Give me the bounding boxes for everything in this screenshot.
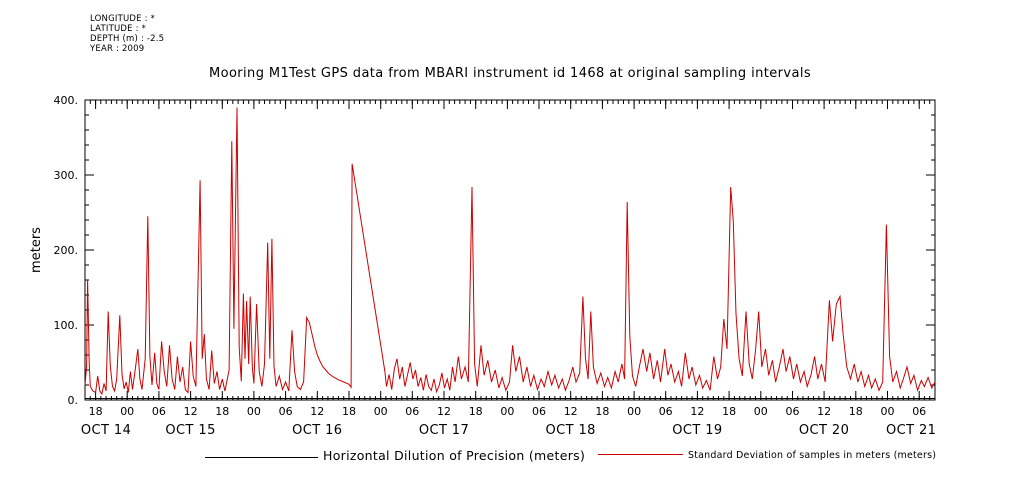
latitude-info: LATITUDE : * bbox=[90, 24, 147, 34]
hdop-legend-line bbox=[205, 457, 318, 458]
x-tick-label: 12 bbox=[690, 405, 704, 418]
y-tick-labels: 0. 100. 200. 300. 400. bbox=[54, 94, 79, 407]
x-tick-label: 18 bbox=[849, 405, 863, 418]
x-tick-label: 00 bbox=[881, 405, 895, 418]
x-tick-label: 06 bbox=[279, 405, 293, 418]
stddev-legend-line bbox=[598, 454, 683, 455]
x-tick-label: 12 bbox=[437, 405, 451, 418]
y-axis-label: meters bbox=[29, 227, 44, 273]
hdop-legend-label: Horizontal Dilution of Precision (meters… bbox=[323, 448, 586, 463]
y-tick-label: 200. bbox=[54, 244, 79, 257]
day-label: OCT 17 bbox=[419, 423, 469, 438]
y-tick-label: 300. bbox=[54, 169, 79, 182]
header-info-block: LONGITUDE : * LATITUDE : * DEPTH (m) : -… bbox=[90, 14, 164, 54]
y-tick-label: 0. bbox=[68, 394, 79, 407]
x-tick-label: 18 bbox=[215, 405, 229, 418]
x-tick-label: 00 bbox=[627, 405, 641, 418]
x-tick-label: 12 bbox=[310, 405, 324, 418]
y-tick-label: 100. bbox=[54, 319, 79, 332]
x-tick-label: 18 bbox=[469, 405, 483, 418]
x-tick-label: 06 bbox=[152, 405, 166, 418]
longitude-info: LONGITUDE : * bbox=[90, 14, 156, 24]
y-tick-label: 400. bbox=[54, 94, 79, 107]
x-tick-label: 12 bbox=[184, 405, 198, 418]
day-label: OCT 14 bbox=[81, 423, 131, 438]
x-tick-label: 00 bbox=[754, 405, 768, 418]
x-tick-label: 18 bbox=[89, 405, 103, 418]
day-label: OCT 21 bbox=[886, 423, 936, 438]
x-tick-label: 06 bbox=[405, 405, 419, 418]
x-tick-label: 00 bbox=[500, 405, 514, 418]
x-tick-label: 12 bbox=[564, 405, 578, 418]
x-tick-label: 18 bbox=[342, 405, 356, 418]
day-label: OCT 19 bbox=[672, 423, 722, 438]
day-label: OCT 20 bbox=[799, 423, 849, 438]
x-tick-label: 12 bbox=[817, 405, 831, 418]
x-day-labels: OCT 14 OCT 15 OCT 16 OCT 17 OCT 18 OCT 19 OCT … bbox=[81, 423, 936, 438]
x-tick-label: 18 bbox=[595, 405, 609, 418]
stddev-legend-label: Standard Deviation of samples in meters … bbox=[688, 450, 937, 461]
series-line-stddev bbox=[84, 107, 936, 396]
x-tick-label: 18 bbox=[722, 405, 736, 418]
x-tick-label: 00 bbox=[374, 405, 388, 418]
chart-title: Mooring M1Test GPS data from MBARI instr… bbox=[208, 66, 812, 81]
x-major-ticks bbox=[95, 100, 920, 400]
y-major-ticks bbox=[85, 99, 935, 401]
day-label: OCT 16 bbox=[292, 423, 342, 438]
x-tick-label: 00 bbox=[247, 405, 261, 418]
depth-info: DEPTH (m) : -2.5 bbox=[90, 34, 165, 44]
year-info: YEAR : 2009 bbox=[90, 44, 145, 54]
x-tick-labels: 18 00 06 12 18 00 06 12 18 00 06 12 18 00 06 12 18 00 06 12… bbox=[89, 405, 927, 418]
x-tick-label: 06 bbox=[532, 405, 546, 418]
day-label: OCT 18 bbox=[546, 423, 596, 438]
day-label: OCT 15 bbox=[165, 423, 215, 438]
x-tick-label: 00 bbox=[120, 405, 134, 418]
x-tick-label: 06 bbox=[912, 405, 926, 418]
x-tick-label: 06 bbox=[659, 405, 673, 418]
x-tick-label: 06 bbox=[786, 405, 800, 418]
